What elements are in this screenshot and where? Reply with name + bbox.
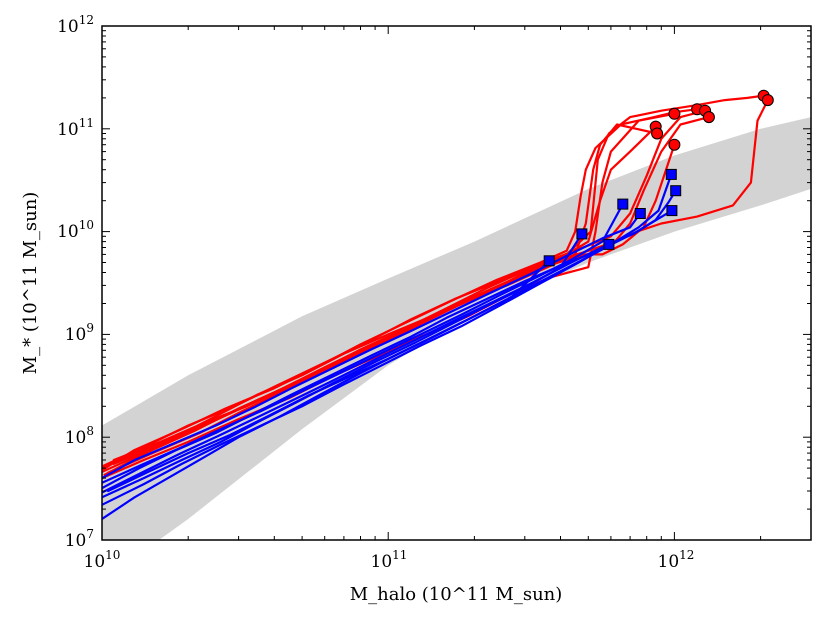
- blue-endpoint-marker: [576, 228, 588, 240]
- y-tick-label-1e11: 1011: [57, 116, 94, 140]
- blue-endpoint-marker: [666, 205, 678, 217]
- y-tick-base: 10: [65, 531, 87, 551]
- y-tick-exp: 9: [86, 321, 94, 335]
- x-tick-base: 10: [84, 552, 106, 572]
- x-tick-exp: 10: [105, 548, 120, 562]
- x-tick-label-1e10: 1010: [84, 548, 121, 572]
- red-track-6: [102, 109, 707, 468]
- blue-endpoint-marker: [670, 185, 682, 197]
- y-tick-label-1e9: 109: [65, 321, 94, 345]
- y-axis-label: M_* (10^11 M_sun): [20, 192, 41, 375]
- y-tick-exp: 10: [79, 218, 94, 232]
- y-tick-exp: 7: [86, 527, 94, 541]
- blue-endpoint-marker: [543, 255, 555, 267]
- x-tick-base: 10: [371, 552, 393, 572]
- y-tick-base: 10: [57, 120, 79, 140]
- y-tick-base: 10: [65, 325, 87, 345]
- blue-endpoint-marker: [665, 168, 677, 180]
- blue-track-5: [102, 212, 642, 480]
- y-tick-label-1e7: 107: [65, 527, 94, 551]
- y-tick-base: 10: [57, 222, 79, 242]
- blue-track-4: [102, 203, 624, 484]
- y-tick-exp: 12: [79, 13, 94, 27]
- red-endpoint-marker: [668, 138, 681, 151]
- ticks-layer: [101, 25, 812, 541]
- markers-layer: [543, 89, 774, 267]
- x-axis-label: M_halo (10^11 M_sun): [350, 584, 563, 605]
- y-tick-label-1e10: 1010: [57, 218, 94, 242]
- x-tick-base: 10: [658, 552, 680, 572]
- blue-endpoint-marker: [634, 208, 646, 219]
- y-tick-base: 10: [65, 428, 87, 448]
- x-tick-label-1e11: 1011: [371, 548, 408, 572]
- plot-frame: [101, 25, 812, 541]
- y-tick-label-1e8: 108: [65, 424, 94, 448]
- y-tick-base: 10: [57, 17, 79, 37]
- x-tick-label-1e12: 1012: [658, 548, 695, 572]
- red-endpoint-marker: [668, 107, 681, 120]
- red-endpoint-marker: [702, 111, 715, 124]
- x-tick-exp: 12: [679, 548, 694, 562]
- y-tick-exp: 8: [86, 424, 94, 438]
- red-endpoint-marker: [761, 94, 774, 107]
- blue-endpoint-marker: [617, 198, 629, 210]
- y-tick-label-1e12: 1012: [57, 13, 94, 37]
- blue-track-8: [102, 189, 677, 494]
- tracks-layer: [102, 94, 769, 521]
- y-tick-exp: 11: [79, 116, 94, 130]
- blue-endpoint-marker: [603, 238, 615, 250]
- plot-area: [102, 89, 811, 540]
- red-endpoint-marker: [651, 127, 664, 140]
- x-tick-exp: 11: [392, 548, 407, 562]
